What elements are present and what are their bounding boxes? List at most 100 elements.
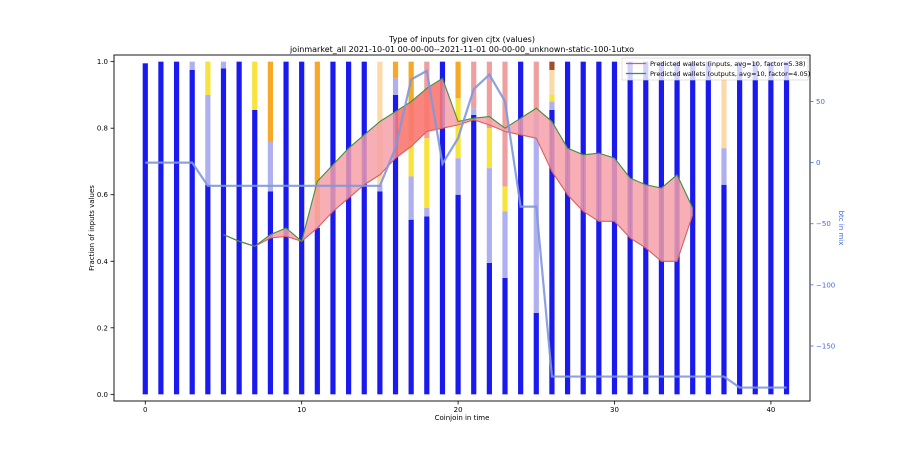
- plot-frame: [113, 54, 811, 402]
- legend-entry-outputs: Predicted wallets (outputs, avg=10, fact…: [650, 70, 810, 78]
- bar-segment-fresh: [314, 228, 320, 395]
- bar-segment-yellow: [486, 128, 492, 169]
- prediction-band: [317, 164, 333, 228]
- bar-segment-remix_light: [549, 101, 555, 110]
- y-tick-label: 0.4: [97, 258, 109, 266]
- legend-box: [621, 57, 809, 81]
- bar-segment-yellow: [455, 98, 461, 159]
- bar-segment-fresh: [173, 61, 180, 395]
- plot-area: [142, 61, 790, 395]
- x-tick-label: 40: [766, 406, 775, 414]
- y-axis-label: Fraction of inputs values: [88, 185, 96, 271]
- y2-tick-label: −100: [816, 281, 835, 289]
- x-tick-label: 20: [454, 406, 463, 414]
- bar-segment-remix_light: [377, 184, 383, 192]
- bar-segment-fresh: [361, 61, 367, 395]
- bar-segment-fresh: [690, 61, 696, 395]
- bar-segment-fresh: [768, 61, 774, 395]
- bar-segment-fresh: [158, 61, 164, 395]
- prediction-band: [645, 184, 662, 262]
- y-tick-label: 0.0: [97, 391, 108, 399]
- y2-tick-label: 0: [816, 159, 820, 167]
- prediction-band: [677, 174, 693, 262]
- y-tick-label: 1.0: [97, 58, 108, 66]
- bar-segment-fresh: [502, 277, 508, 395]
- prediction-band: [270, 228, 287, 238]
- bar-segment-remix_light: [502, 211, 508, 278]
- prediction-band: [567, 148, 584, 212]
- bar-segment-fresh: [408, 219, 414, 395]
- prediction-band: [395, 101, 412, 159]
- bar-segment-fresh: [377, 191, 383, 395]
- bar-segment-fresh: [220, 68, 227, 395]
- prediction-band: [661, 174, 678, 262]
- bar-segment-remix_light: [267, 141, 274, 192]
- prediction-band: [520, 108, 537, 139]
- bar-segment-pink: [502, 61, 508, 187]
- bar-segment-yellow: [549, 94, 555, 102]
- btc-in-mix-line: [145, 69, 787, 389]
- bar-segment-fresh: [564, 61, 571, 395]
- bar-segment-fresh: [737, 61, 743, 395]
- bar-segment-remix_light: [220, 61, 227, 69]
- bar-segment-lightorange: [721, 61, 727, 149]
- bar-segment-remix_light: [471, 108, 477, 115]
- bar-segment-fresh: [549, 109, 555, 395]
- bar-segment-pink: [471, 61, 477, 109]
- bar-segment-fresh: [205, 184, 211, 395]
- bar-segment-pink: [533, 61, 539, 115]
- bar-segment-remix_light: [189, 61, 195, 70]
- prediction-band: [536, 108, 552, 172]
- prediction-band: [332, 148, 349, 212]
- y-tick-label: 0.6: [97, 191, 109, 199]
- bar-segment-fresh: [752, 61, 758, 395]
- y2-tick-label: −50: [816, 220, 831, 228]
- prediction-band: [614, 158, 631, 238]
- y2-axis-label: btc in mix: [837, 211, 845, 246]
- bar-segment-fresh: [142, 63, 148, 395]
- bar-segment-yellow: [205, 61, 211, 95]
- bar-segment-fresh: [236, 61, 242, 395]
- y-tick-label: 0.8: [97, 125, 108, 133]
- bar-segment-fresh: [721, 184, 727, 395]
- bar-segment-fresh: [267, 191, 274, 395]
- bar-segment-fresh: [705, 61, 711, 395]
- bar-segment-remix_light: [486, 168, 492, 263]
- y2-tick-label: 50: [816, 98, 825, 106]
- prediction-band: [473, 116, 490, 125]
- bar-segment-fresh: [518, 61, 524, 395]
- bar-segment-orange: [314, 61, 320, 222]
- bar-segment-remix_light: [721, 148, 727, 185]
- bar-segment-fresh: [611, 61, 618, 395]
- y-axis: 0.0 0.2 0.4 0.6 0.8 1.0: [97, 58, 114, 399]
- x-tick-label: 10: [297, 406, 306, 414]
- bar-segment-yellow: [408, 141, 414, 177]
- bar-segment-fresh: [486, 262, 492, 395]
- bar-segment-fresh: [392, 94, 399, 395]
- bar-segment-remix_light: [455, 158, 461, 195]
- bar-segment-fresh: [455, 194, 461, 395]
- bar-segment-fresh: [580, 61, 586, 395]
- bar-segment-fresh: [533, 312, 539, 395]
- x-axis-label: Coinjoin in time: [435, 414, 490, 422]
- legend-entry-inputs: Predicted wallets (inputs, avg=10, facto…: [650, 60, 806, 68]
- bar-segment-fresh: [471, 114, 477, 395]
- x-tick-label: 30: [610, 406, 619, 414]
- prediction-band: [442, 78, 459, 129]
- bar-segment-fresh: [424, 216, 430, 395]
- prediction-band: [364, 121, 380, 185]
- bar-segment-remix_light: [392, 78, 399, 95]
- y2-tick-label: −150: [816, 342, 835, 350]
- bar-segment-pink: [486, 61, 492, 129]
- bar-segment-yellow: [252, 61, 258, 110]
- x-axis: 0 10 20 30 40: [143, 401, 775, 414]
- bar-segment-fresh: [189, 69, 195, 395]
- bar-segment-fresh: [783, 61, 790, 395]
- bar-segment-yellow: [424, 138, 430, 209]
- bar-segment-orange: [455, 61, 461, 99]
- y-tick-label: 0.2: [97, 324, 108, 332]
- bar-segment-fresh: [252, 109, 258, 395]
- bar-segment-remix_light: [424, 208, 430, 217]
- prediction-band: [630, 178, 646, 248]
